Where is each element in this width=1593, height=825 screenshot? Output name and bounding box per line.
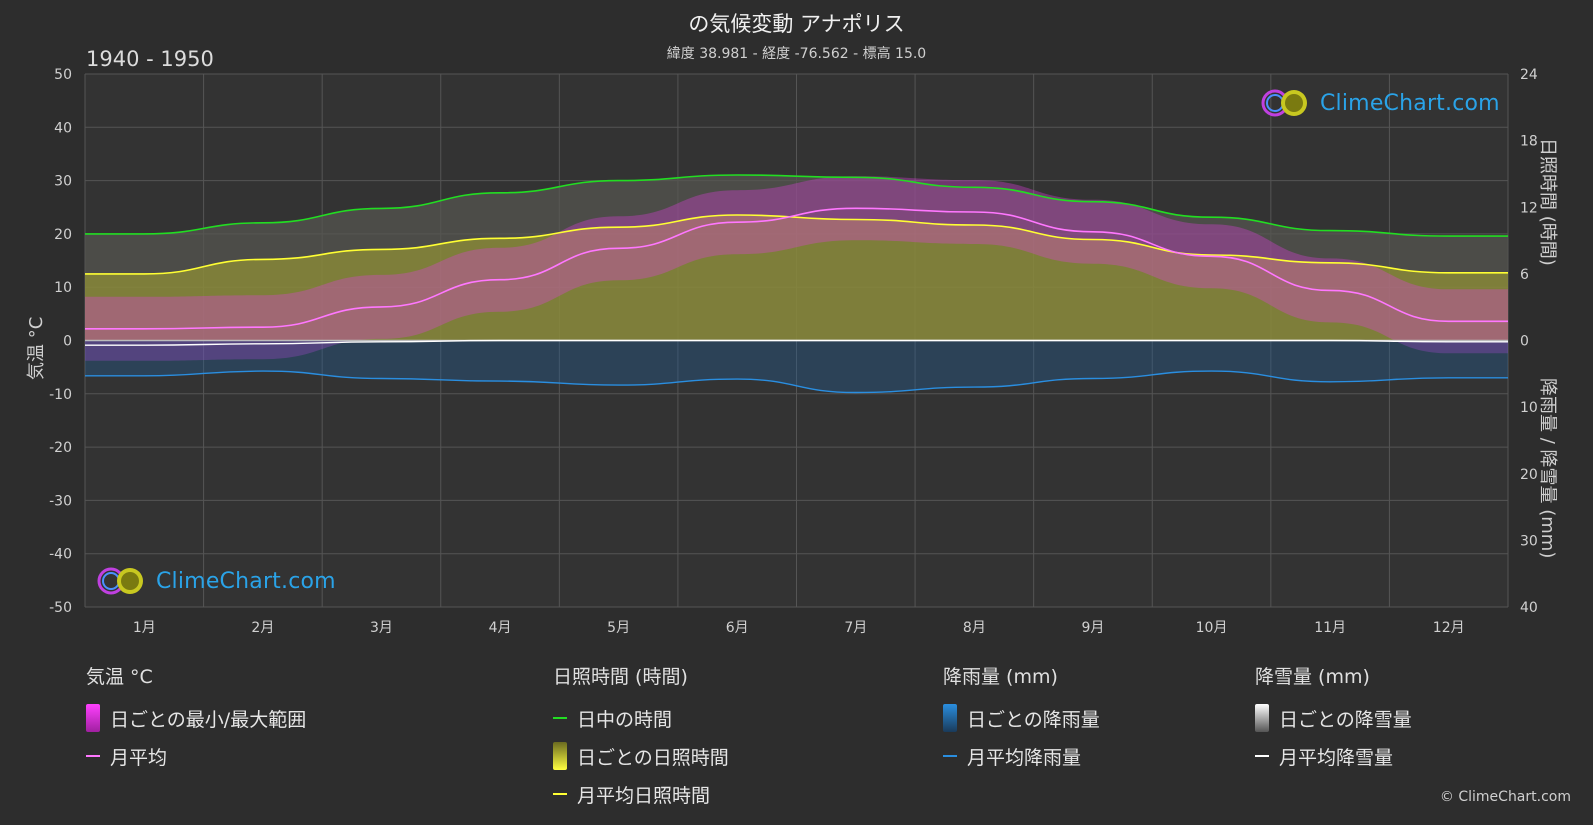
x-tick-label: 4月 [489, 620, 512, 636]
y-left-tick-label: 40 [54, 120, 72, 136]
legend-label: 日中の時間 [577, 708, 673, 731]
y-left-tick-label: -50 [49, 600, 72, 616]
legend-item: 月平均降雪量 [1255, 737, 1412, 775]
logo-text: ClimeChart.com [156, 568, 336, 594]
sunshine-area [85, 215, 1508, 341]
legend-heading: 降雪量 (mm) [1255, 666, 1370, 688]
rain-mean-line [85, 370, 1508, 394]
snow-mean-swatch [1255, 755, 1269, 757]
legend-item: 月平均 [86, 737, 306, 775]
legend-label: 日ごとの降雨量 [967, 708, 1100, 731]
daylight-line [84, 174, 1508, 237]
x-tick-label: 7月 [844, 620, 867, 636]
x-tick-label: 8月 [963, 620, 986, 636]
temperature-range-band [85, 176, 1508, 361]
y-right-top-tick-label: 24 [1520, 67, 1538, 83]
y-left-tick-label: -40 [49, 547, 72, 563]
legend-snow: 降雪量 (mm) 日ごとの降雪量 月平均降雪量 [1255, 662, 1412, 775]
climechart-logo-icon [1261, 89, 1307, 117]
legend-item: 日ごとの降雨量 [943, 699, 1100, 737]
legend-label: 月平均 [110, 746, 168, 769]
legend-item: 日ごとの日照時間 [553, 737, 729, 775]
y-left-tick-label: -10 [49, 387, 72, 403]
period-label: 1940 - 1950 [86, 47, 214, 71]
sunshine-daily-swatch [553, 742, 567, 770]
sunshine-mean-swatch [553, 793, 567, 795]
legend-label: 月平均降雪量 [1279, 746, 1394, 769]
legend-label: 日ごとの最小/最大範囲 [110, 708, 307, 731]
legend-heading: 降雨量 (mm) [943, 666, 1058, 688]
legend-rain: 降雨量 (mm) 日ごとの降雨量 月平均降雨量 [943, 662, 1100, 775]
x-tick-label: 3月 [370, 620, 393, 636]
legend-heading: 日照時間 (時間) [553, 666, 688, 688]
y-right-top-tick-label: 6 [1520, 267, 1529, 283]
y-right-top-tick-label: 0 [1520, 334, 1529, 350]
y-left-tick-label: 50 [54, 67, 72, 83]
chart-subtitle: 緯度 38.981 - 経度 -76.562 - 標高 15.0 [666, 46, 927, 62]
x-tick-label: 2月 [251, 620, 274, 636]
y-left-tick-label: -30 [49, 493, 72, 509]
chart-title: の気候変動 アナポリス [688, 12, 905, 36]
temp-mean-swatch [86, 755, 100, 757]
copyright: © ClimeChart.com [1439, 789, 1571, 805]
rain-daily-swatch [943, 704, 957, 732]
legend-label: 日ごとの降雪量 [1279, 708, 1412, 731]
legend-heading: 気温 °C [86, 666, 153, 688]
legend-item: 日ごとの降雪量 [1255, 699, 1412, 737]
y-right-bottom-tick-label: 40 [1520, 600, 1538, 616]
x-tick-label: 5月 [607, 620, 630, 636]
x-tick-label: 12月 [1433, 620, 1465, 636]
x-tick-label: 9月 [1081, 620, 1104, 636]
x-tick-label: 10月 [1196, 620, 1228, 636]
legend-item: 月平均降雨量 [943, 737, 1100, 775]
legend-item: 月平均日照時間 [553, 775, 729, 813]
y-left-tick-label: 0 [63, 334, 72, 350]
legend-label: 月平均日照時間 [577, 784, 711, 807]
temp-range-swatch [86, 704, 100, 732]
y-right-bottom-tick-label: 30 [1520, 533, 1538, 549]
rain-mean-swatch [943, 755, 957, 757]
x-tick-label: 6月 [726, 620, 749, 636]
y-axis-right-bottom-title: 降雨量 / 降雪量 (mm) [1537, 378, 1558, 559]
logo-text: ClimeChart.com [1320, 90, 1500, 116]
legend-item: 日中の時間 [553, 699, 729, 737]
y-axis-right-top-title: 日照時間 (時間) [1537, 138, 1558, 266]
y-right-bottom-tick-label: 10 [1520, 400, 1538, 416]
snow-daily-swatch [1255, 704, 1269, 732]
logo-top[interactable]: ClimeChart.com [1260, 88, 1500, 118]
daylight-swatch [553, 717, 567, 719]
snow-mean-line [84, 339, 1508, 346]
y-left-tick-label: 30 [54, 174, 72, 190]
y-left-tick-label: 10 [54, 280, 72, 296]
y-right-bottom-tick-label: 20 [1520, 467, 1538, 483]
x-tick-label: 1月 [133, 620, 156, 636]
legend-label: 月平均降雨量 [967, 746, 1082, 769]
climechart-logo-icon [97, 567, 143, 595]
y-left-tick-label: 20 [54, 227, 72, 243]
logo-bottom[interactable]: ClimeChart.com [96, 566, 336, 596]
y-right-top-tick-label: 12 [1520, 200, 1538, 216]
legend-temperature: 気温 °C 日ごとの最小/最大範囲 月平均 [86, 662, 306, 775]
legend-item: 日ごとの最小/最大範囲 [86, 699, 306, 737]
temperature-mean-line [84, 207, 1508, 330]
x-tick-label: 11月 [1314, 620, 1346, 636]
y-right-top-tick-label: 18 [1520, 134, 1538, 150]
y-left-tick-label: -20 [49, 440, 72, 456]
legend-sunshine: 日照時間 (時間) 日中の時間 日ごとの日照時間 月平均日照時間 [553, 662, 729, 813]
legend-label: 日ごとの日照時間 [577, 746, 729, 769]
y-axis-left-title: 気温 °C [26, 316, 47, 380]
sunshine-mean-line [85, 214, 1508, 275]
